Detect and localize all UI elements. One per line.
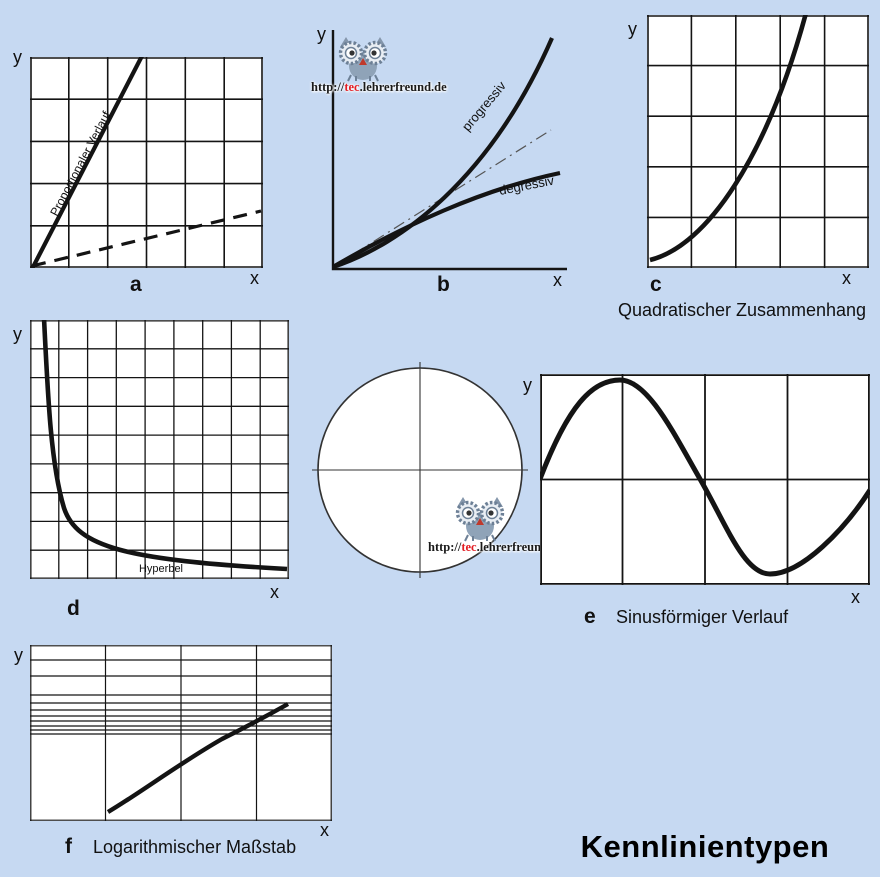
caption-quadratic: Quadratischer Zusammenhang (617, 300, 867, 320)
proportional-line (30, 57, 144, 268)
axis-y-label-c: y (628, 19, 637, 39)
grid-f (30, 645, 332, 821)
grid-a: Proportionaler Verlauf (30, 57, 263, 268)
grid-d: Hyperbel (30, 320, 289, 579)
logarithmic-curve (106, 702, 290, 814)
panel-letter-f: f (65, 835, 72, 858)
hyperbola-curve-label: Hyperbel (139, 563, 183, 575)
watermark-url-text: http://tec.lehrerfreund.de (311, 80, 447, 95)
watermark-prefix: http:// (428, 540, 462, 554)
panel-letter-b: b (437, 273, 450, 296)
progressive-curve (332, 37, 554, 269)
axis-x-label-c: x (842, 268, 851, 288)
axes-lines-b (331, 30, 567, 271)
owl-logo-icon (455, 497, 505, 542)
panel-letter-a: a (130, 273, 142, 296)
owl-logo-icon (338, 37, 388, 82)
degressive-curve (331, 170, 561, 269)
axis-y-label-a: y (13, 47, 22, 67)
axis-x-label-e: x (851, 587, 860, 607)
caption-sine: Sinusförmiger Verlauf (616, 607, 789, 627)
grid-e (540, 374, 870, 585)
proportional-curve-label: Proportionaler Verlauf (47, 108, 113, 218)
sine-curve (540, 377, 870, 577)
axis-y-label-f: y (14, 645, 23, 665)
dashed-reference-line (31, 209, 262, 268)
panel-letter-e: e (584, 605, 596, 628)
watermark-suffix: .lehrerfreund.de (359, 80, 447, 94)
grid-c (647, 15, 869, 268)
watermark-brand: tec (344, 80, 360, 94)
progressive-curve-label: progressiv (459, 78, 509, 134)
watermark-lehrerfreund-top: http://tec.lehrerfreund.de (311, 36, 447, 95)
hyperbola-curve (41, 320, 288, 572)
axis-x-label-b: x (553, 270, 562, 290)
axis-y-label-e: y (523, 375, 532, 395)
axis-y-label-b: y (317, 24, 326, 44)
axis-y-label-d: y (13, 324, 22, 344)
degressive-curve-label: degressiv (498, 173, 556, 198)
panel-letter-d: d (67, 597, 80, 620)
axis-x-label-a: x (250, 268, 259, 288)
watermark-prefix: http:// (311, 80, 345, 94)
axis-x-label-f: x (320, 820, 329, 840)
quadratic-curve (649, 15, 808, 263)
axes-b: progressiv degressiv (331, 30, 567, 271)
panel-letter-c: c (650, 273, 662, 296)
page-title: Kennlinientypen (580, 829, 830, 864)
caption-logarithmic: Logarithmischer Maßstab (93, 837, 297, 857)
watermark-brand: tec (461, 540, 477, 554)
axis-x-label-d: x (270, 582, 279, 602)
